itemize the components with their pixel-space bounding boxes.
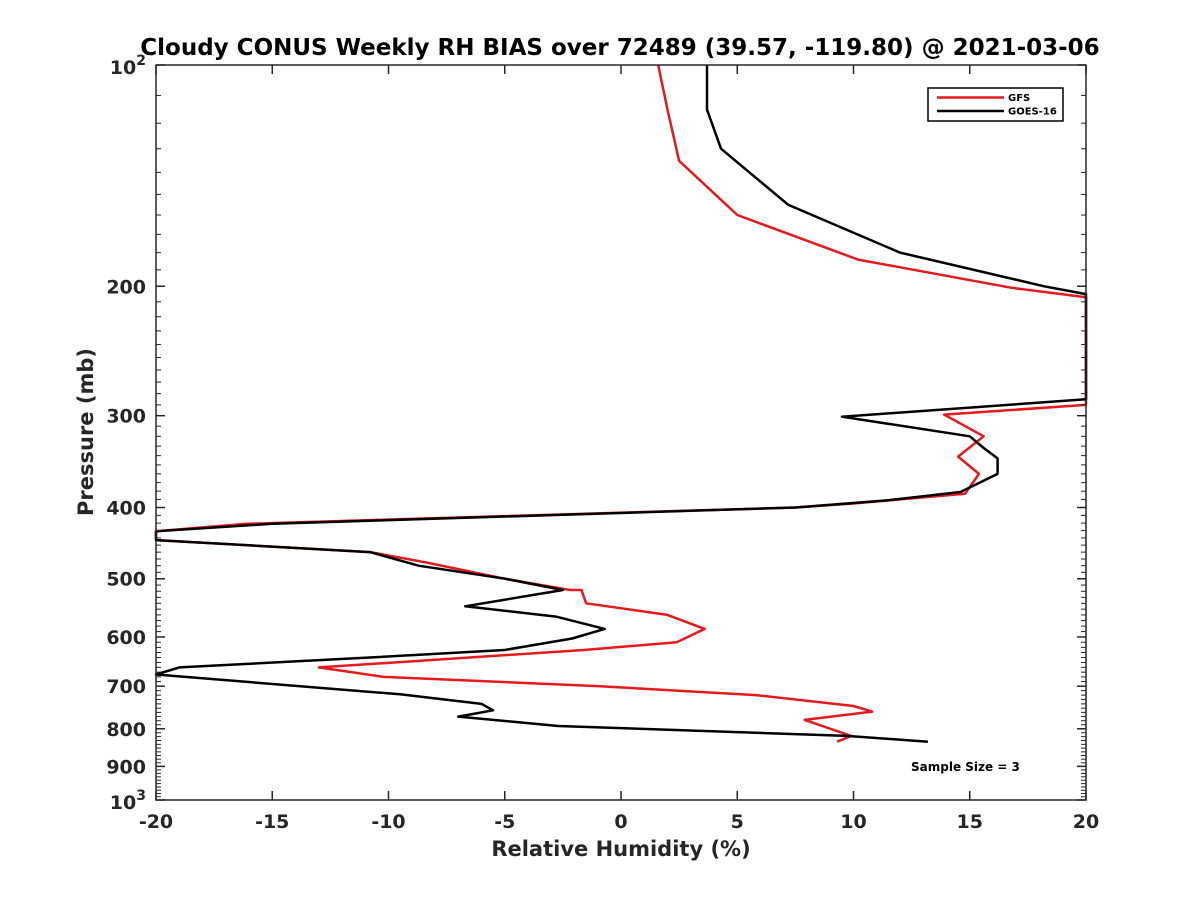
legend-box: [927, 87, 1064, 122]
y-axis-label: Pressure (mb): [74, 348, 98, 516]
y-tick-label: 300: [106, 406, 146, 428]
chart-title: Cloudy CONUS Weekly RH BIAS over 72489 (…: [140, 35, 1099, 61]
y-tick-label: 500: [106, 569, 146, 591]
y-tick-label: 700: [106, 676, 146, 698]
y-tick-label: 800: [106, 719, 146, 741]
y-tick-label: 200: [106, 276, 146, 298]
x-tick-label: 10: [840, 811, 866, 833]
x-tick-label: 5: [731, 811, 744, 833]
sample-size-annotation: Sample Size = 3: [911, 760, 1020, 774]
y-tick-label: 103: [110, 788, 146, 814]
y-tick-label: 400: [106, 498, 146, 520]
x-axis-ticks: -20 -15 -10 -5 0 5 10 15 20: [139, 65, 1099, 833]
x-tick-label: 15: [957, 811, 983, 833]
y-axis-ticks: 102 200 300 400 500 600 700 800 900 103: [106, 53, 1086, 814]
x-tick-label: 0: [614, 811, 627, 833]
x-tick-label: -5: [494, 811, 515, 833]
legend-label-gfs: GFS: [1008, 93, 1030, 104]
x-tick-label: -15: [255, 811, 289, 833]
legend: GFS GOES-16: [927, 87, 1064, 122]
x-tick-label: -20: [139, 811, 173, 833]
y-tick-label: 900: [106, 756, 146, 778]
x-tick-label: -10: [371, 811, 405, 833]
y-tick-label: 102: [110, 53, 146, 79]
x-axis-label: Relative Humidity (%): [491, 837, 750, 861]
x-tick-label: 20: [1073, 811, 1099, 833]
legend-label-goes-16: GOES-16: [1008, 107, 1057, 118]
y-tick-label: 600: [106, 627, 146, 649]
